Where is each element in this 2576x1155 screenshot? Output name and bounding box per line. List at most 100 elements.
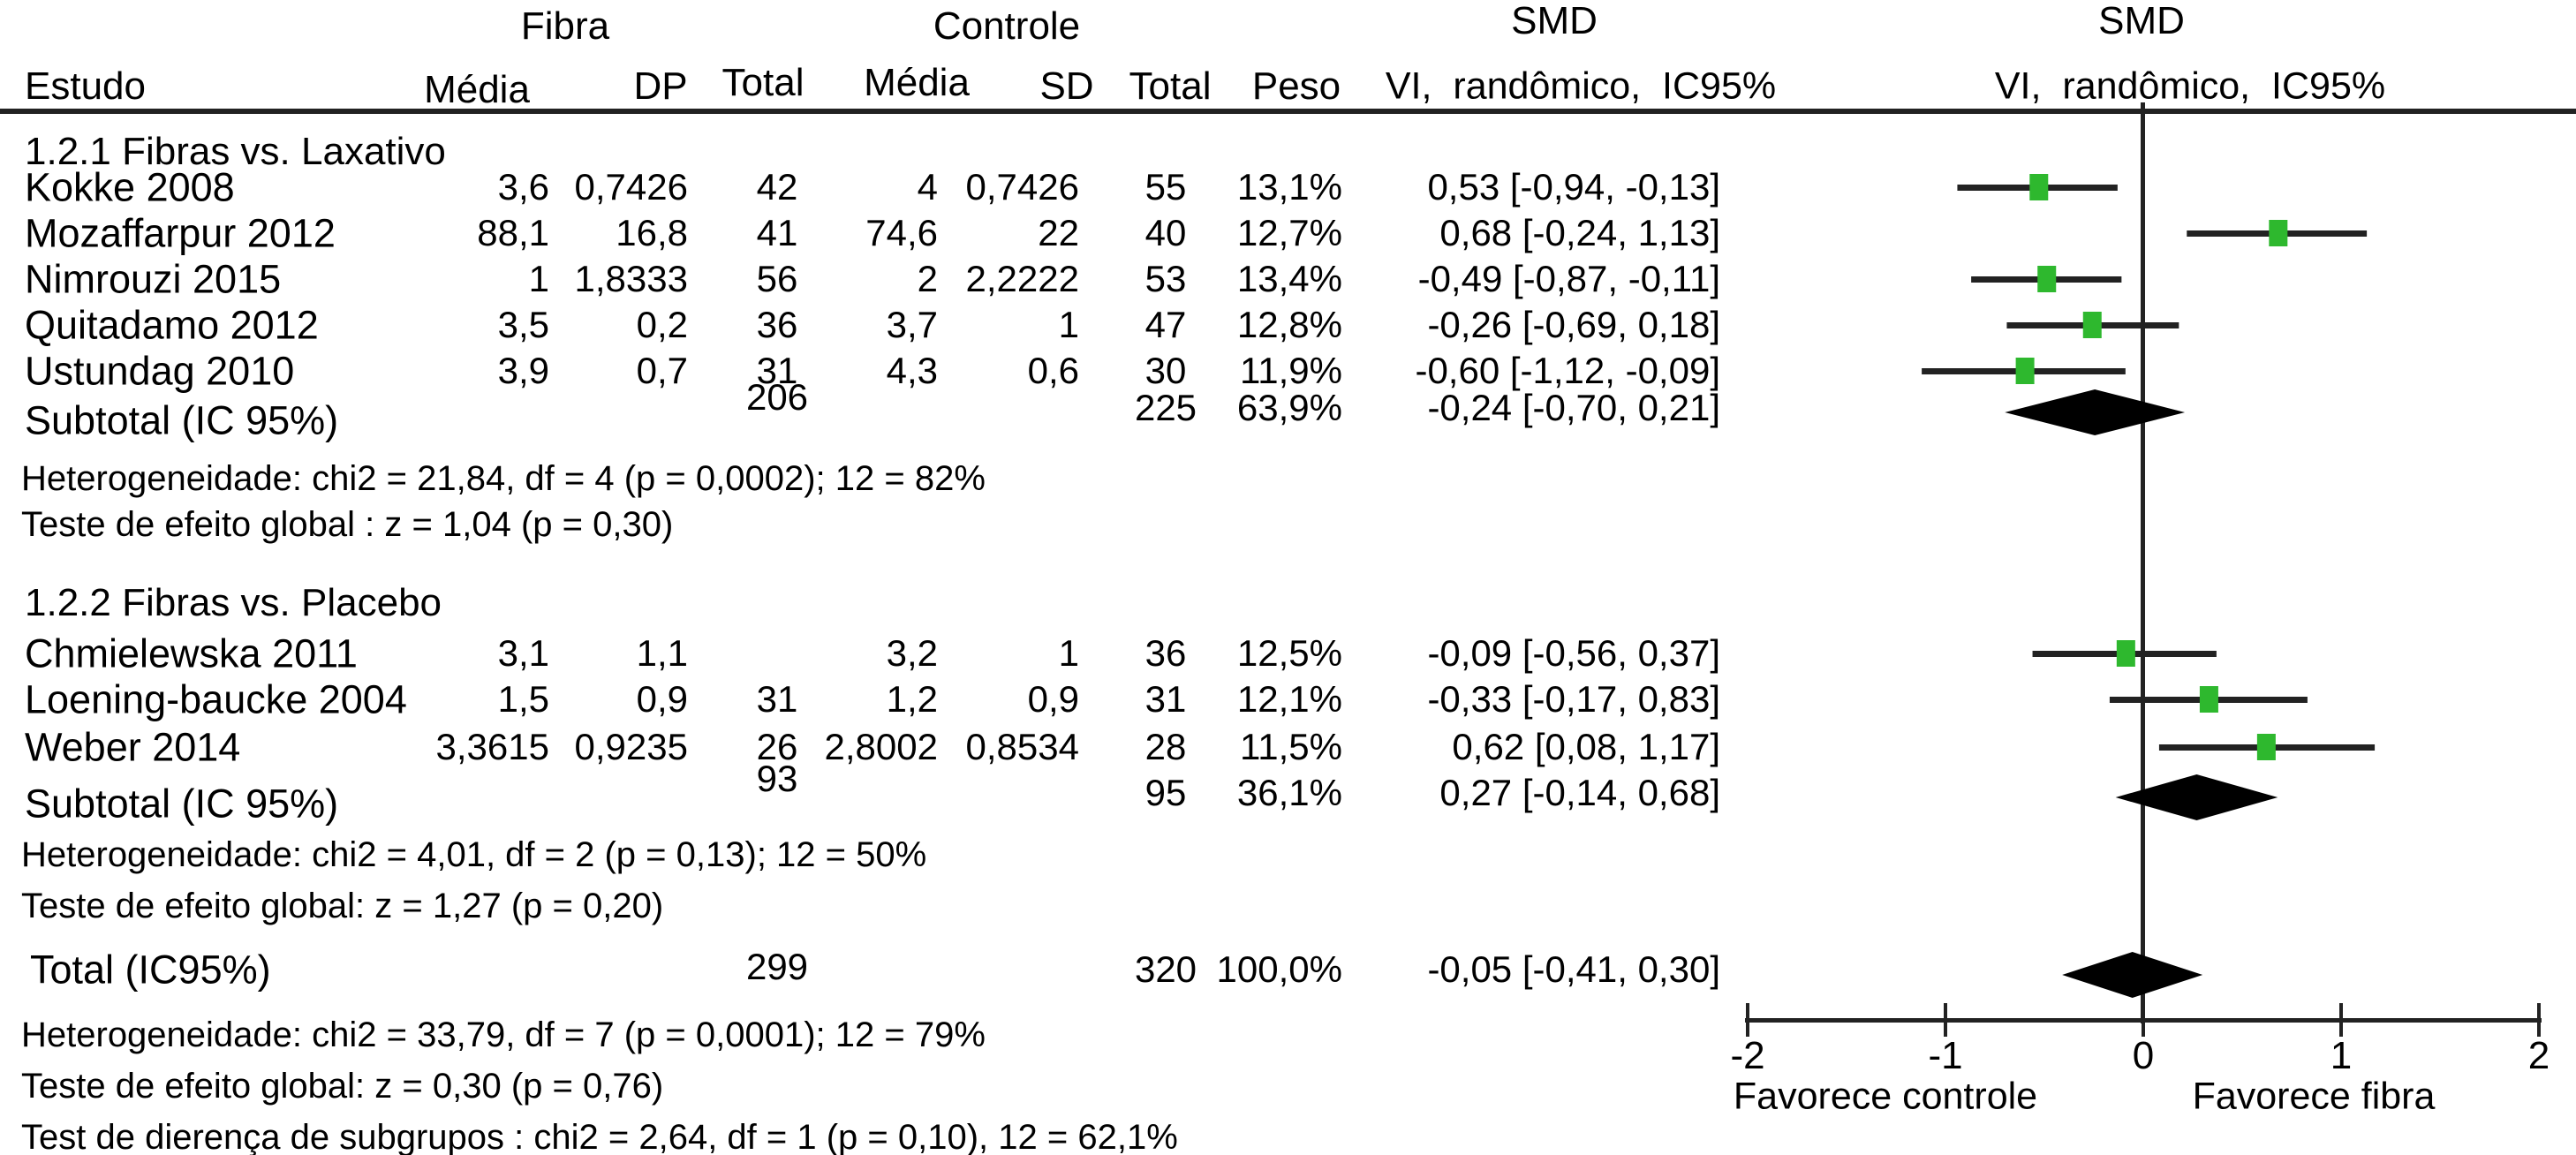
cell-f_mean: 1,5	[497, 677, 549, 720]
cell-f_mean: 3,3615	[435, 725, 549, 767]
cell-f_total: 93	[756, 757, 798, 799]
cell-f_mean: 3,5	[497, 303, 549, 345]
cell-c_total: 95	[1144, 771, 1187, 813]
cell-f_mean: 1	[528, 257, 549, 299]
point-estimate-marker	[2269, 220, 2288, 246]
cell-f_total: 26	[756, 725, 798, 767]
header-fibra-group: Fibra	[520, 4, 610, 48]
heterogeneity-text: Heterogeneidade: chi2 = 21,84, df = 4 (p…	[21, 459, 986, 498]
cell-c_total: 55	[1144, 165, 1187, 208]
point-estimate-marker	[2199, 686, 2218, 713]
cell-weight: 13,1%	[1236, 165, 1342, 208]
cell-c_total: 47	[1144, 303, 1187, 345]
cell-c_mean: 2,8002	[824, 725, 938, 767]
subgroup-title: 1.2.1 Fibras vs. Laxativo	[25, 129, 446, 173]
cell-f_total: 42	[756, 165, 798, 208]
cell-f_sd: 0,7426	[574, 165, 688, 208]
point-estimate-marker	[2037, 266, 2057, 292]
cell-c_total: 225	[1134, 386, 1197, 428]
cell-c_sd: 1	[1058, 631, 1079, 674]
cell-f_sd: 1,1	[636, 631, 688, 674]
cell-c_total: 320	[1134, 947, 1197, 990]
cell-f_total: 56	[756, 257, 798, 299]
study-name: Quitadamo 2012	[25, 302, 319, 348]
cell-smd_text: 0,62 [0,08, 1,17]	[1452, 725, 1720, 767]
cell-weight: 13,4%	[1236, 257, 1342, 299]
cell-weight: 100,0%	[1216, 947, 1342, 990]
study-name: Ustundag 2010	[25, 348, 295, 394]
subtotal-label: Subtotal (IC 95%)	[25, 397, 339, 443]
pooled-diamond	[2062, 952, 2203, 998]
subgroup-title: 1.2.2 Fibras vs. Placebo	[25, 580, 442, 624]
cell-f_total: 31	[756, 349, 798, 391]
cell-weight: 11,5%	[1240, 725, 1342, 767]
cell-f_total: 299	[745, 945, 809, 987]
footnote-text: Test de dierença de subgrupos : chi2 = 2…	[21, 1118, 1178, 1155]
header-controle-group: Controle	[933, 4, 1081, 48]
study-name: Loening-baucke 2004	[25, 676, 407, 722]
header-peso: Peso	[1251, 64, 1341, 108]
header-controle-media: Média	[864, 60, 970, 104]
axis-tick	[2339, 1003, 2343, 1037]
header-smd-right: SMD	[2098, 0, 2185, 42]
pooled-diamond	[2115, 774, 2278, 820]
header-estudo: Estudo	[25, 64, 146, 108]
cell-c_total: 28	[1144, 725, 1187, 767]
cell-f_mean: 3,1	[497, 631, 549, 674]
cell-c_total: 31	[1144, 677, 1187, 720]
cell-c_sd: 0,8534	[965, 725, 1079, 767]
cell-c_sd: 0,7426	[965, 165, 1079, 208]
cell-smd_text: 0,53 [-0,94, -0,13]	[1427, 165, 1720, 208]
cell-c_mean: 1,2	[886, 677, 938, 720]
axis-tick-label: 0	[2132, 1033, 2155, 1077]
axis-tick	[1944, 1003, 1947, 1037]
cell-smd_text: -0,09 [-0,56, 0,37]	[1427, 631, 1720, 674]
cell-weight: 12,7%	[1236, 211, 1342, 253]
header-fibra-media: Média	[424, 67, 530, 111]
study-name: Chmielewska 2011	[25, 630, 358, 676]
point-estimate-marker	[2116, 640, 2135, 667]
cell-weight: 36,1%	[1236, 771, 1342, 813]
cell-c_mean: 4	[917, 165, 938, 208]
cell-f_mean: 3,9	[497, 349, 549, 391]
cell-f_total: 31	[756, 677, 798, 720]
cell-f_sd: 0,2	[636, 303, 688, 345]
header-controle-total: Total	[1129, 64, 1212, 108]
cell-c_total: 36	[1144, 631, 1187, 674]
study-name: Mozaffarpur 2012	[25, 210, 336, 256]
header-smd-left: SMD	[1511, 0, 1598, 42]
point-estimate-marker	[2082, 312, 2102, 338]
pooled-diamond	[2005, 389, 2186, 435]
cell-smd_text: -0,60 [-1,12, -0,09]	[1415, 349, 1720, 391]
cell-smd_text: -0,05 [-0,41, 0,30]	[1427, 947, 1720, 990]
cell-c_sd: 1	[1058, 303, 1079, 345]
cell-f_total: 41	[756, 211, 798, 253]
cell-c_sd: 2,2222	[965, 257, 1079, 299]
cell-weight: 12,5%	[1236, 631, 1342, 674]
cell-f_sd: 1,8333	[574, 257, 688, 299]
cell-weight: 11,9%	[1240, 349, 1342, 391]
cell-f_total: 206	[745, 375, 809, 418]
cell-c_sd: 0,9	[1027, 677, 1079, 720]
cell-c_total: 53	[1144, 257, 1187, 299]
cell-c_total: 30	[1144, 349, 1187, 391]
cell-f_mean: 88,1	[477, 211, 549, 253]
zero-line	[2141, 102, 2145, 1023]
cell-f_sd: 0,9235	[574, 725, 688, 767]
header-vi-right: VI, randômico, IC95%	[1994, 64, 2386, 108]
cell-c_mean: 74,6	[865, 211, 938, 253]
axis-tick	[2142, 1003, 2145, 1037]
axis-tick-label: 2	[2527, 1033, 2550, 1077]
cell-smd_text: 0,68 [-0,24, 1,13]	[1439, 211, 1720, 253]
header-fibra-total: Total	[721, 60, 805, 104]
cell-smd_text: 0,27 [-0,14, 0,68]	[1439, 771, 1720, 813]
cell-smd_text: -0,24 [-0,70, 0,21]	[1427, 386, 1720, 428]
overall-effect-text: Teste de efeito global : z = 1,04 (p = 0…	[21, 505, 674, 544]
cell-c_sd: 22	[1038, 211, 1079, 253]
point-estimate-marker	[2015, 358, 2035, 384]
header-controle-sd: SD	[1039, 64, 1094, 108]
cell-c_mean: 4,3	[886, 349, 938, 391]
study-name: Kokke 2008	[25, 164, 235, 210]
footnote-text: Teste de efeito global: z = 0,30 (p = 0,…	[21, 1067, 664, 1106]
